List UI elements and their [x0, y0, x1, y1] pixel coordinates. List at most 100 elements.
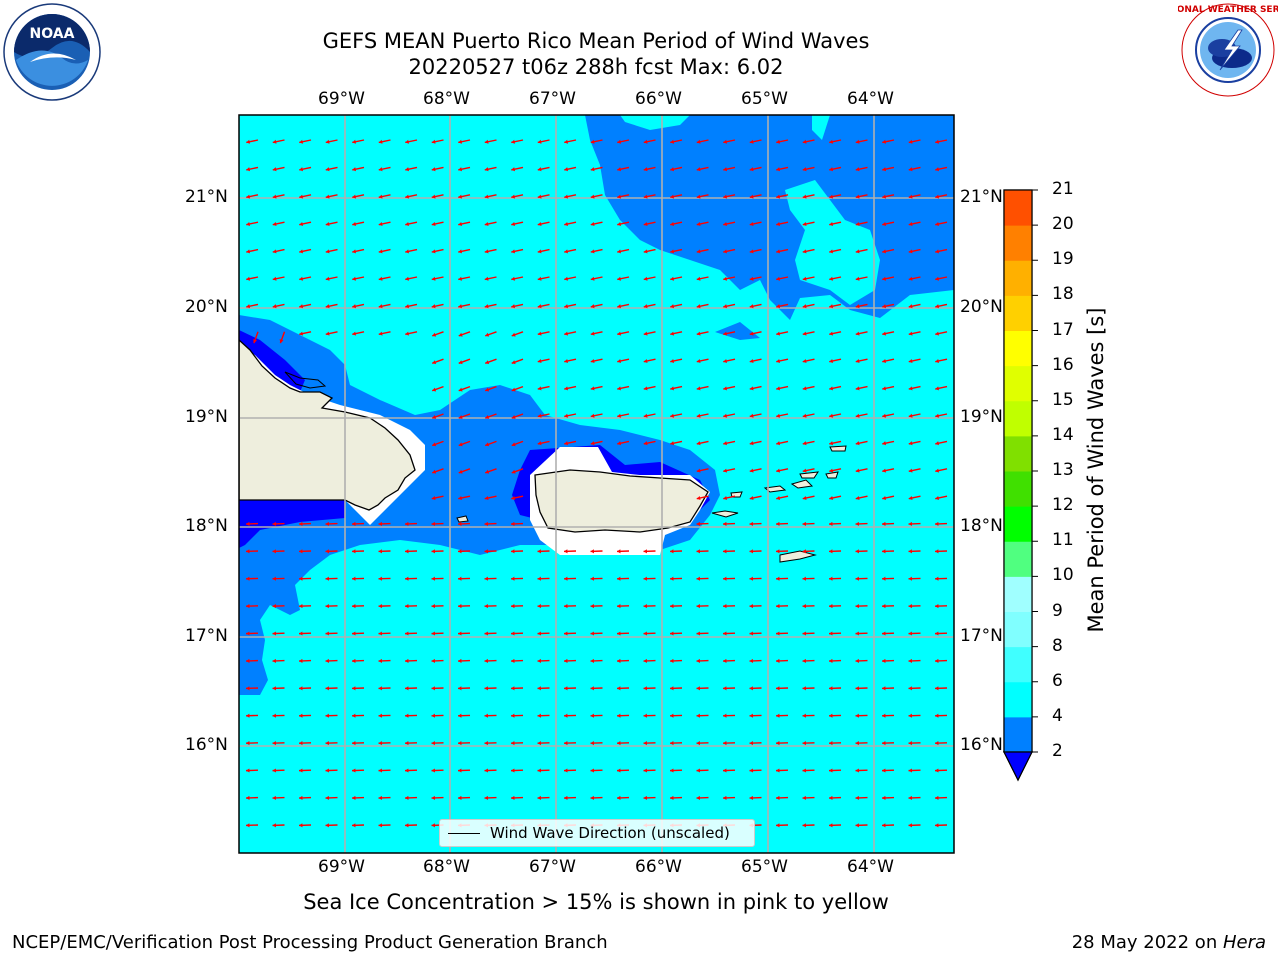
colorbar-ticks — [1032, 189, 1038, 753]
wind-wave-arrow-head — [882, 167, 887, 172]
period-4-6-patch-n2 — [812, 115, 830, 140]
wind-wave-arrow-head — [617, 276, 622, 281]
wind-wave-arrow-head — [511, 249, 516, 254]
wind-wave-arrow-head — [246, 823, 250, 828]
wind-wave-arrow-head — [458, 360, 463, 365]
wind-wave-arrow-head — [537, 249, 542, 254]
wind-wave-arrow-head — [246, 194, 251, 199]
wind-wave-arrow-head — [643, 304, 648, 309]
colorbar-bin — [1004, 400, 1032, 437]
wind-wave-arrow-head — [908, 658, 913, 663]
wind-wave-arrow-head — [246, 576, 250, 581]
wind-wave-arrow-head — [855, 249, 860, 254]
wind-wave-arrow-head — [829, 604, 833, 609]
wind-wave-arrow-head — [749, 194, 754, 199]
wind-wave-arrow-head — [458, 414, 463, 419]
title-line-1: GEFS MEAN Puerto Rico Mean Period of Win… — [322, 29, 870, 53]
wind-wave-arrow-head — [723, 331, 728, 336]
wind-wave-arrow-head — [802, 441, 807, 446]
colorbar-tick-label: 15 — [1052, 389, 1074, 410]
wind-wave-arrow-head — [432, 360, 437, 365]
wind-wave-arrow-head — [749, 413, 754, 418]
lat-label-left-20n: 20°N — [185, 297, 228, 317]
lat-label-right-20n: 20°N — [960, 297, 1003, 317]
wind-wave-arrow-head — [935, 304, 940, 309]
wind-wave-arrow-head — [272, 658, 277, 663]
wind-wave-arrow-head — [511, 469, 516, 474]
wind-wave-arrow-head — [299, 823, 303, 828]
wind-wave-arrow-head — [246, 741, 250, 746]
period-below-2-patch-w — [239, 500, 345, 548]
wind-wave-arrow-head — [511, 276, 516, 281]
wind-wave-arrow-head — [590, 249, 595, 254]
wind-wave-arrow-head — [352, 741, 356, 746]
wind-wave-arrow-head — [776, 413, 781, 418]
lon-label-bottom-64w: 64°W — [847, 857, 894, 877]
wind-wave-arrow-head — [855, 549, 860, 554]
wind-wave-arrow-head — [378, 658, 383, 663]
wind-wave-arrow-head — [776, 276, 781, 281]
wind-wave-arrow-head — [511, 360, 516, 365]
wind-wave-arrow-head — [511, 658, 515, 663]
wind-wave-arrow-head — [749, 441, 754, 446]
wind-wave-arrow-head — [696, 304, 701, 309]
wind-wave-arrow-head — [432, 442, 437, 447]
wind-wave-arrow-head — [431, 495, 436, 500]
wind-wave-arrow-head — [696, 167, 701, 172]
wind-wave-arrow-head — [246, 604, 250, 609]
wind-wave-arrow-head — [537, 167, 542, 172]
wind-wave-arrow-head — [829, 331, 834, 336]
sea-ice-note: Sea Ice Concentration > 15% is shown in … — [303, 890, 889, 914]
wind-wave-arrow-head — [696, 386, 701, 391]
wind-wave-arrow-head — [590, 549, 595, 554]
wind-wave-arrow-head — [935, 276, 940, 281]
wind-wave-arrow-head — [617, 167, 622, 172]
wind-wave-arrow-head — [882, 658, 886, 663]
wind-wave-arrow-head — [670, 686, 674, 691]
wind-wave-arrow-head — [405, 221, 410, 226]
wind-wave-arrow-head — [723, 631, 727, 636]
wind-wave-arrow-head — [511, 332, 516, 337]
wind-wave-arrow-head — [855, 823, 860, 828]
wind-wave-arrow-head — [299, 658, 303, 663]
wind-wave-arrow-head — [564, 413, 569, 418]
wind-wave-arrow-head — [643, 576, 648, 581]
wind-wave-arrow-head — [935, 139, 940, 144]
wind-wave-arrow-head — [484, 249, 489, 254]
wind-wave-arrow-head — [352, 521, 356, 526]
wind-wave-arrow-head — [432, 387, 437, 392]
wind-wave-arrow-head — [802, 386, 807, 391]
wind-wave-arrow-head — [537, 741, 542, 746]
wind-wave-arrow-head — [908, 276, 913, 281]
wind-wave-arrow-head — [802, 249, 807, 254]
wind-wave-arrow-head — [431, 139, 436, 144]
lat-label-left-16n: 16°N — [185, 735, 228, 755]
wind-wave-arrow-head — [352, 631, 356, 636]
wind-wave-arrow-head — [935, 495, 940, 500]
lon-label-top-69w: 69°W — [318, 89, 365, 109]
wind-wave-arrow-head — [511, 194, 516, 199]
wind-wave-arrow-head — [458, 304, 463, 309]
wind-wave-arrow-head — [829, 549, 833, 554]
wind-wave-arrow-head — [458, 631, 462, 636]
wind-wave-arrow-head — [935, 713, 939, 718]
wind-wave-arrow-head — [431, 167, 436, 172]
wind-wave-arrow-head — [670, 604, 674, 609]
wind-wave-arrow-head — [776, 495, 781, 500]
wind-wave-arrow-head — [484, 221, 489, 226]
wind-wave-arrow-head — [511, 167, 516, 172]
wind-wave-arrow-head — [749, 549, 754, 554]
wind-wave-arrow-head — [670, 713, 674, 718]
wind-wave-arrow-head — [246, 249, 251, 254]
wind-wave-arrow-head — [908, 823, 913, 828]
wind-wave-arrow-head — [829, 768, 833, 773]
wind-wave-arrow-head — [299, 631, 303, 636]
wind-wave-arrow-head — [882, 768, 886, 773]
wind-wave-arrow-head — [802, 713, 807, 718]
wind-wave-arrow-head — [458, 221, 463, 226]
wind-wave-arrow-head — [458, 167, 463, 172]
wind-wave-arrow-head — [908, 604, 913, 609]
colorbar-tick-label: 18 — [1052, 284, 1074, 305]
wind-wave-arrow-head — [405, 167, 410, 172]
